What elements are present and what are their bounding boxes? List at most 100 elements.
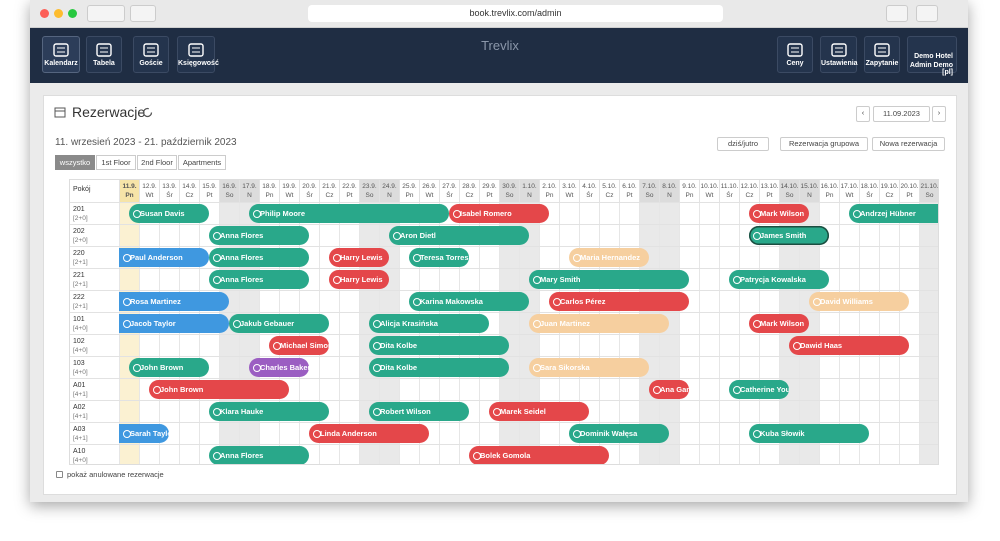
maximize[interactable] [68, 9, 77, 18]
action-button[interactable]: dziś/jutro [717, 137, 769, 151]
booking[interactable]: Paul Anderson [119, 247, 209, 267]
room-label: 103 [4+0] [70, 356, 119, 378]
day-column [839, 202, 859, 464]
booking[interactable]: Mary Smith [529, 269, 689, 289]
tabs-button[interactable] [916, 5, 938, 22]
booking[interactable]: Marek Seidel [489, 401, 589, 421]
nav-arrows[interactable] [87, 5, 125, 22]
booking[interactable]: Isabel Romero [449, 203, 549, 223]
booking[interactable]: John Brown [149, 379, 289, 399]
checkbox[interactable] [56, 471, 63, 478]
booking[interactable]: Jakub Gebauer [229, 313, 329, 333]
booking[interactable]: Anna Flores [209, 225, 309, 245]
booking[interactable]: Kuba Słowik [749, 423, 869, 443]
day-name: So [645, 192, 654, 199]
booking[interactable]: Teresa Torres [409, 247, 469, 267]
booking[interactable]: Patrycja Kowalska [729, 269, 829, 289]
booking[interactable]: Anna Flores [209, 247, 309, 267]
day-column [359, 202, 379, 464]
nav-button[interactable]: Ceny [777, 36, 813, 73]
booking[interactable]: Juan Martinez [529, 313, 669, 333]
day-name: Cz [885, 192, 894, 199]
booking[interactable]: Dominik Wałęsa [569, 423, 669, 443]
filter-tab[interactable]: wszystko [55, 155, 95, 170]
booking[interactable]: Andrzej Hübner [849, 203, 938, 223]
booking[interactable]: Linda Anderson [309, 423, 429, 443]
nav-button[interactable]: Zapytanie [864, 36, 900, 73]
booking[interactable]: James Smith [749, 225, 829, 245]
booking[interactable]: Harry Lewis [329, 269, 389, 289]
booking[interactable]: Dita Kolbe [369, 335, 509, 355]
close[interactable] [40, 9, 49, 18]
day-name: Cz [465, 192, 474, 199]
day-name: Pn [685, 192, 694, 199]
nav-button[interactable]: Kalendarz [42, 36, 80, 73]
room-name: 221 [73, 272, 85, 279]
action-button[interactable]: Nowa rezerwacja [872, 137, 945, 151]
url-bar[interactable]: book.trevlix.com/admin [308, 5, 723, 22]
day-name: Pt [346, 192, 353, 199]
day-header: 18.10. Śr [859, 180, 879, 202]
booking[interactable]: Bolek Gomola [469, 445, 609, 464]
filter-tab[interactable]: Apartments [178, 155, 226, 170]
day-name: Śr [446, 192, 453, 199]
booking[interactable]: Philip Moore [249, 203, 449, 223]
booking[interactable]: Mark Wilson [749, 313, 809, 333]
day-date: 20.10. [900, 183, 919, 190]
nav-button[interactable]: Goście [133, 36, 169, 73]
booking[interactable]: Susan Davis [129, 203, 209, 223]
nav-icon [874, 43, 890, 57]
booking[interactable]: Klara Hauke [209, 401, 329, 421]
next-button[interactable]: › [932, 106, 946, 122]
booking[interactable]: Rosa Martinez [119, 291, 229, 311]
booking[interactable]: Mark Wilson [749, 203, 809, 223]
account-button[interactable]: Demo Hotel Admin Demo [pl] [907, 36, 957, 76]
date-input[interactable]: 11.09.2023 [873, 106, 930, 122]
booking[interactable]: Jacob Taylor [119, 313, 229, 333]
filter-tab[interactable]: 2nd Floor [137, 155, 177, 170]
share-button[interactable] [886, 5, 908, 22]
prev-button[interactable]: ‹ [856, 106, 870, 122]
refresh-icon[interactable] [142, 107, 153, 118]
sidebar-button[interactable] [130, 5, 156, 22]
day-date: 15.10. [800, 183, 819, 190]
booking[interactable]: Dita Kolbe [369, 357, 509, 377]
booking[interactable]: John Brown [129, 357, 209, 377]
day-date: 12.10. [740, 183, 759, 190]
booking[interactable]: Aron Dietl [389, 225, 529, 245]
booking[interactable]: Maria Hernandez [569, 247, 649, 267]
user-name: Admin Demo [pl] [909, 62, 953, 76]
brand: Trevlix [481, 38, 519, 53]
day-column [159, 202, 179, 464]
booking[interactable]: Anna Flores [209, 445, 309, 464]
nav-button[interactable]: Księgowość [177, 36, 219, 73]
booking[interactable]: Dawid Haas [789, 335, 909, 355]
nav-label: Kalendarz [44, 60, 78, 67]
day-name: Cz [185, 192, 194, 199]
nav-button[interactable]: Ustawienia [820, 36, 858, 73]
booking[interactable]: Michael Simons [269, 335, 329, 355]
booking[interactable]: Ana Garcia [649, 379, 689, 399]
booking[interactable]: Robert Wilson [369, 401, 469, 421]
booking[interactable]: Charles Baker [249, 357, 309, 377]
day-header: 11.9. Pn [119, 180, 139, 202]
minimize[interactable] [54, 9, 63, 18]
room-capacity: [2+1] [73, 303, 88, 310]
booking[interactable]: Karina Makowska [409, 291, 529, 311]
show-cancelled-label[interactable]: pokaż anulowane rezerwacje [67, 470, 164, 479]
nav-button[interactable]: Tabela [86, 36, 122, 73]
booking[interactable]: Sara Sikorska [529, 357, 649, 377]
booking[interactable]: Anna Flores [209, 269, 309, 289]
nav-label: Goście [139, 60, 163, 67]
action-button[interactable]: Rezerwacja grupowa [780, 137, 868, 151]
booking[interactable]: Carlos Pérez [549, 291, 689, 311]
booking[interactable]: Catherine Young [729, 379, 789, 399]
room-label: 222 [2+1] [70, 290, 119, 312]
filter-tab[interactable]: 1st Floor [96, 155, 136, 170]
room-label: A01 [4+1] [70, 378, 119, 400]
booking[interactable]: Sarah Taylor [119, 423, 169, 443]
booking[interactable]: Alicja Krasińska [369, 313, 489, 333]
booking[interactable]: David Williams [809, 291, 909, 311]
day-name: Cz [745, 192, 754, 199]
booking[interactable]: Harry Lewis [329, 247, 389, 267]
